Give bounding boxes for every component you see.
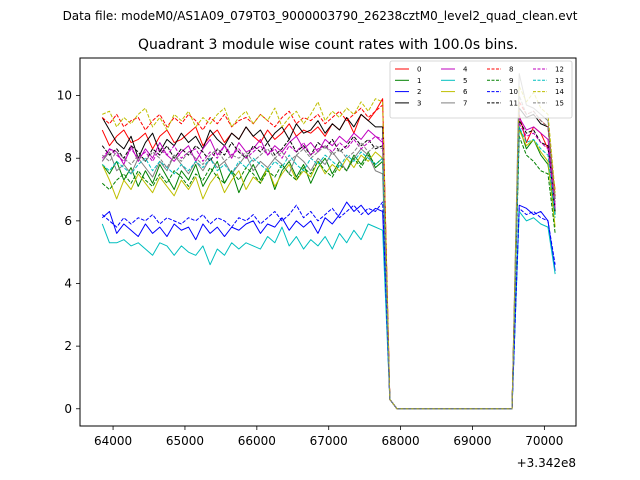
series-line-8	[101, 101, 556, 410]
legend-box	[389, 60, 573, 119]
series-layer	[101, 73, 556, 410]
legend-label-0: 0	[417, 66, 421, 74]
x-tick-label: 68000	[382, 434, 420, 448]
x-tick-label: 64000	[94, 434, 132, 448]
legend-label-4: 4	[463, 66, 468, 74]
x-offset-label: +3.342e8	[517, 456, 576, 470]
series-line-14	[102, 85, 556, 410]
y-tick-label: 8	[64, 151, 72, 165]
legend-label-9: 9	[509, 77, 513, 85]
legend-label-3: 3	[417, 99, 421, 107]
x-tick-label: 66000	[238, 434, 276, 448]
y-tick-label: 2	[64, 339, 72, 353]
legend-label-10: 10	[509, 88, 518, 96]
legend-label-7: 7	[463, 99, 467, 107]
x-tick-label: 65000	[166, 434, 204, 448]
legend-label-5: 5	[463, 77, 467, 85]
plot-frame	[79, 57, 577, 427]
series-line-15	[101, 95, 556, 410]
legend-label-2: 2	[417, 88, 421, 96]
y-tick-label: 4	[64, 276, 72, 290]
legend-label-12: 12	[555, 66, 564, 74]
legend-label-1: 1	[417, 77, 421, 85]
y-tick-label: 0	[64, 402, 72, 416]
axes-layer: 64000 65000 66000 67000 68000 69000 70000 0 2 4 6 8…	[57, 89, 564, 448]
legend-label-13: 13	[555, 77, 564, 85]
legend-label-11: 11	[509, 99, 518, 107]
x-tick-label: 70000	[525, 434, 563, 448]
x-tick-label: 67000	[310, 434, 348, 448]
legend-label-15: 15	[555, 99, 564, 107]
y-tick-label: 10	[57, 89, 72, 103]
chart-suptitle: Data file: modeM0/AS1A09_079T03_90000037…	[63, 9, 578, 23]
chart-title: Quadrant 3 module wise count rates with …	[138, 37, 518, 53]
legend-label-14: 14	[555, 88, 564, 96]
legend-label-6: 6	[463, 88, 468, 96]
y-tick-label: 6	[64, 214, 72, 228]
x-tick-label: 69000	[453, 434, 491, 448]
legend-label-8: 8	[509, 66, 513, 74]
